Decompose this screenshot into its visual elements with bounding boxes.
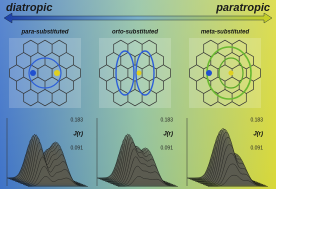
surface-slice bbox=[100, 150, 161, 180]
surface-slice bbox=[190, 147, 251, 180]
figure: diatropic paratropic para-substituted 0.1… bbox=[0, 0, 276, 189]
panel: para-substituted 0.183 0.091 J(r) bbox=[6, 30, 88, 187]
surface-slice bbox=[204, 153, 265, 186]
diatropic-label: diatropic bbox=[6, 2, 52, 14]
surface-slice bbox=[98, 158, 159, 179]
molecule-lattice bbox=[99, 39, 171, 107]
top-tick: 0.183 bbox=[250, 117, 263, 123]
substituent bbox=[136, 70, 142, 76]
surface-slice bbox=[24, 156, 85, 186]
paratropic-label: paratropic bbox=[215, 2, 270, 14]
panels: para-substituted0.1830.091J(r)orto-subst… bbox=[6, 30, 268, 187]
surface-slice bbox=[191, 139, 252, 181]
quantity-label: J(r) bbox=[163, 132, 173, 138]
substituent bbox=[228, 70, 234, 76]
surface-slice bbox=[27, 176, 88, 187]
panel-label: meta-substituted bbox=[201, 30, 250, 36]
mid-tick: 0.091 bbox=[160, 145, 173, 151]
panel: meta-substituted 0.183 0.091 J(r) bbox=[186, 30, 268, 187]
double-arrow bbox=[3, 12, 273, 24]
top-tick: 0.183 bbox=[70, 117, 83, 123]
surface-slice bbox=[116, 165, 177, 186]
surface-slice bbox=[111, 141, 172, 184]
surface-slice bbox=[101, 143, 162, 181]
surface-slice bbox=[26, 165, 87, 186]
surface-slice bbox=[16, 133, 77, 183]
panel-label: orto-substituted bbox=[112, 30, 158, 36]
quantity-label: J(r) bbox=[253, 132, 263, 138]
surface-slice bbox=[187, 166, 247, 179]
top-tick: 0.183 bbox=[160, 117, 173, 123]
current-loop bbox=[135, 50, 155, 96]
substituent bbox=[206, 70, 212, 76]
surface-slice bbox=[117, 176, 178, 187]
surface-slice bbox=[22, 148, 83, 185]
surface-slice bbox=[206, 163, 267, 186]
panel-label: para-substituted bbox=[20, 30, 68, 36]
molecule-lattice bbox=[189, 39, 261, 107]
molecule-backdrop bbox=[9, 38, 81, 108]
surface-slice bbox=[188, 156, 249, 179]
current-loop bbox=[28, 57, 62, 89]
quantity-label: J(r) bbox=[73, 132, 83, 138]
current-loop bbox=[218, 57, 244, 89]
mid-tick: 0.091 bbox=[70, 145, 83, 151]
substituent bbox=[30, 70, 36, 76]
current-loop bbox=[115, 50, 135, 96]
mid-tick: 0.091 bbox=[250, 145, 263, 151]
surface-slice bbox=[207, 175, 268, 187]
surface-slice bbox=[8, 158, 69, 179]
molecule-lattice bbox=[9, 39, 81, 107]
molecule-backdrop bbox=[189, 38, 261, 108]
molecule-backdrop bbox=[99, 38, 171, 108]
substituent bbox=[54, 70, 60, 76]
surface-slice bbox=[18, 134, 79, 183]
panel: orto-substituted 0.183 0.091 J(r) bbox=[96, 30, 178, 187]
